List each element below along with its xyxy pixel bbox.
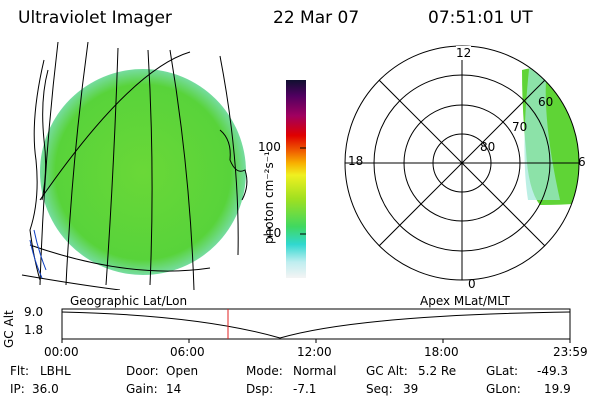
mlt-label-12: 12 <box>456 46 472 60</box>
colorbar-label-10: 10 <box>266 226 282 240</box>
date-label: 22 Mar 07 <box>273 8 360 28</box>
info-glat-label: GLat: <box>486 364 519 378</box>
altitude-xtick-1800: 18:00 <box>424 345 459 359</box>
info-glat-value: -49.3 <box>537 364 569 378</box>
info-glon-label: GLon: <box>486 382 521 396</box>
info-glon-value: 19.9 <box>544 382 571 396</box>
altitude-xtick-0600: 06:00 <box>170 345 205 359</box>
altitude-ytick-min: 1.8 <box>24 323 44 337</box>
time-label: 07:51:01 UT <box>428 8 533 28</box>
info-ip-value: 36.0 <box>32 382 59 396</box>
polar-grid <box>344 45 580 281</box>
info-mode-value: Normal <box>293 364 337 378</box>
geographic-image <box>21 42 248 290</box>
altitude-ytick-max: 9.0 <box>24 305 44 319</box>
colorbar <box>286 80 306 278</box>
apex-label: Apex MLat/MLT <box>420 294 510 308</box>
colorbar-gradient <box>286 80 306 278</box>
altitude-xtick-0000: 00:00 <box>44 345 79 359</box>
colorbar-label-100: 100 <box>258 140 281 154</box>
coastlines <box>29 59 248 281</box>
geographic-label: Geographic Lat/Lon <box>70 294 188 308</box>
info-gcalt-label: GC Alt: <box>366 364 408 378</box>
instrument-title: Ultraviolet Imager <box>18 8 172 28</box>
info-seq-value: 39 <box>403 382 419 396</box>
info-door-value: Open <box>166 364 199 378</box>
mlat-label-70: 70 <box>512 120 528 134</box>
info-gain-value: 14 <box>166 382 182 396</box>
auroral-oval <box>522 60 579 205</box>
mlat-label-80: 80 <box>480 140 496 154</box>
altitude-plot <box>61 308 571 343</box>
altitude-ylabel: GC Alt <box>2 310 16 348</box>
altitude-xtick-2359: 23:59 <box>553 345 588 359</box>
mlt-label-6: 6 <box>578 155 586 169</box>
altitude-x-ticks <box>61 339 571 343</box>
info-mode-label: Mode: <box>246 364 283 378</box>
info-seq-label: Seq: <box>366 382 393 396</box>
colorbar-unit: photon cm⁻²s⁻¹ <box>262 151 276 244</box>
info-ip-label: IP: <box>10 382 25 396</box>
mlt-label-18: 18 <box>348 154 364 168</box>
mlat-label-60: 60 <box>538 95 554 109</box>
info-flt-label: Flt: <box>10 364 29 378</box>
altitude-xtick-1200: 12:00 <box>297 345 332 359</box>
altitude-curve <box>61 311 571 339</box>
info-flt-value: LBHL <box>40 364 71 378</box>
polar-plot <box>344 45 580 281</box>
lat-lon-grid <box>21 42 239 290</box>
mlt-label-0: 0 <box>468 277 476 291</box>
info-dsp-value: -7.1 <box>293 382 317 396</box>
info-dsp-label: Dsp: <box>246 382 274 396</box>
southern-coast <box>29 229 47 279</box>
info-door-label: Door: <box>126 364 159 378</box>
info-gain-label: Gain: <box>126 382 158 396</box>
earth-disk <box>40 69 246 275</box>
info-gcalt-value: 5.2 Re <box>418 364 457 378</box>
